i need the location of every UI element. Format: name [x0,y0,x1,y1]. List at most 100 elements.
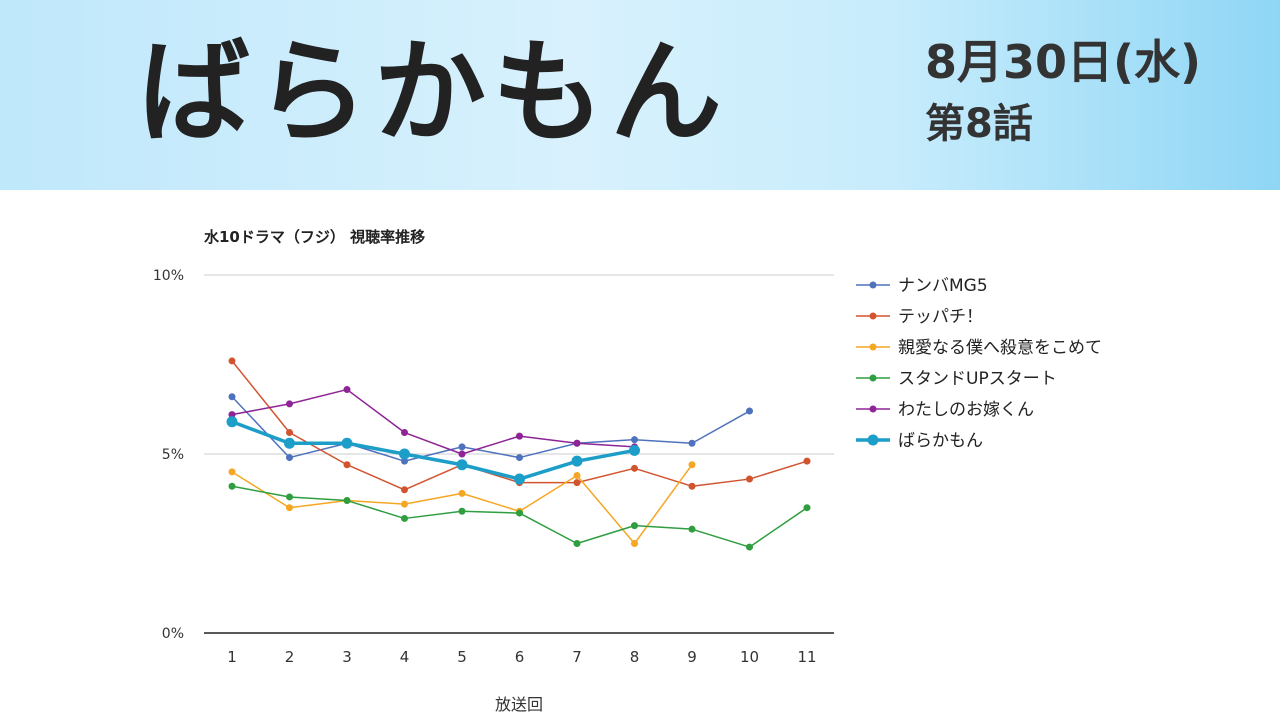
data-point [401,429,408,437]
data-point [803,457,811,465]
x-tick-label: 10 [740,648,759,666]
data-point [516,432,523,440]
legend-marker [869,405,877,413]
broadcast-date: 8月30日(水) [925,35,1202,89]
data-point [688,461,696,469]
data-point [228,357,236,365]
legend-label: ばらかもん [898,431,983,451]
x-tick-label: 11 [797,648,816,666]
y-gridlines [204,274,834,455]
data-point [631,522,638,530]
legend-item: スタンドUPスタート [856,369,1057,389]
data-point [458,489,466,497]
legend-item: わたしのお嫁くん [856,400,1034,420]
data-point [401,457,408,465]
legend-item: ばらかもん [856,431,983,451]
legend-item: ナンバMG5 [856,276,988,296]
x-tick-label: 7 [572,648,582,666]
data-point [803,504,811,512]
series-line [231,396,750,462]
data-point [631,540,638,547]
data-point [573,439,581,447]
series-line [231,485,808,548]
series-line [231,388,635,455]
data-point [228,393,236,401]
series [228,461,696,547]
legend-label: わたしのお嫁くん [898,400,1034,420]
x-tick-label: 2 [285,648,295,666]
legend-item: テッパチ！ [856,307,983,327]
legend-marker [869,343,877,351]
series [228,393,753,465]
y-tick-label: 10% [153,268,184,284]
x-tick-label: 1 [227,648,237,666]
header-banner: ばらかもん 8月30日(水) 第8話 [0,0,1280,190]
data-point [631,464,638,472]
data-point [573,471,581,479]
legend-label: ナンバMG5 [898,276,988,296]
x-tick-label: 5 [457,648,467,666]
data-point [631,436,638,444]
data-point [284,437,295,449]
x-tick-label: 8 [630,648,640,666]
data-point [401,514,408,522]
data-point [514,473,525,485]
data-point [746,475,753,483]
series-line [231,464,693,545]
episode-label: 第8話 [925,101,1033,147]
data-point [516,509,523,517]
legend-marker [869,312,877,320]
data-point [458,443,466,451]
data-point [228,482,236,490]
x-tick-label: 9 [687,648,697,666]
data-point [401,500,408,508]
data-point [573,540,581,547]
x-tick-label: 3 [342,648,352,666]
data-point [401,486,408,494]
series [228,386,638,458]
data-point [688,439,696,447]
data-point [226,416,238,428]
legend: ナンバMG5 テッパチ！ 親愛なる僕へ殺意をこめてスタンドUPスタートわたしのお嫁く… [856,276,1102,451]
data-point [286,400,293,408]
data-point [228,468,236,476]
data-point [343,497,351,505]
data-point [573,479,581,487]
data-point [228,411,236,419]
series [228,482,811,551]
series-group [226,357,811,551]
series-line [231,360,808,491]
data-point [286,504,293,512]
data-point [341,437,353,449]
data-point [746,407,753,415]
series-line [231,420,635,481]
x-tick-labels: 1 2 3 4 5 6 7 8 9 10 11 [227,648,816,666]
legend-marker [869,374,877,382]
legend-item: 親愛なる僕へ殺意をこめて [856,338,1102,358]
y-tick-label: 5% [162,447,184,463]
x-tick-label: 6 [515,648,525,666]
data-point [399,448,410,460]
legend-label: テッパチ！ [898,307,983,327]
show-title: ばらかもん [138,28,728,158]
y-tick-labels: 10% 5% 0% [153,268,184,642]
data-point [286,429,293,437]
y-tick-label: 0% [162,626,184,642]
data-point [343,386,351,394]
data-point [458,450,466,458]
legend-label: 親愛なる僕へ殺意をこめて [898,338,1102,358]
data-point [458,507,466,515]
chart-title: 水10ドラマ（フジ） 視聴率推移 [204,228,425,246]
x-tick-label: 4 [400,648,410,666]
data-point [286,454,293,462]
data-point [746,543,753,551]
series [226,416,640,485]
data-point [688,482,696,490]
data-point [629,444,640,456]
ratings-line-chart: 水10ドラマ（フジ） 視聴率推移 10% 5% 0% 1 2 3 4 5 6 7 8 9 10 11 放… [153,228,1102,714]
data-point [286,493,293,501]
data-point [571,455,583,467]
data-point [456,459,468,471]
legend-marker [867,434,879,446]
legend-marker [869,281,877,289]
